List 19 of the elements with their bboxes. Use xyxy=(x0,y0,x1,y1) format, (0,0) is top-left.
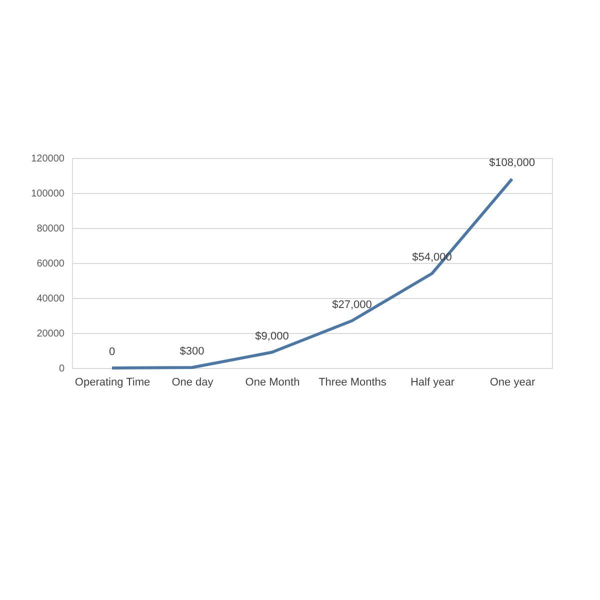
data-label: $108,000 xyxy=(489,157,535,169)
y-tick-label: 100000 xyxy=(31,188,65,200)
x-tick-label: Operating Time xyxy=(74,376,150,388)
y-tick-label: 120000 xyxy=(31,154,65,164)
x-tick-label: Three Months xyxy=(318,376,387,388)
data-label: 0 xyxy=(108,346,116,358)
x-tick-label: Half year xyxy=(410,376,455,388)
x-tick-label: One day xyxy=(172,376,214,388)
y-tick-label: 20000 xyxy=(36,328,65,340)
data-label: $27,000 xyxy=(332,298,372,311)
y-tick-label: 0 xyxy=(58,364,65,374)
y-tick-label: 80000 xyxy=(36,224,65,234)
x-tick-label: One year xyxy=(490,376,536,388)
x-tick-label: One Month xyxy=(245,376,300,388)
data-label: $300 xyxy=(180,345,204,358)
line-series xyxy=(110,178,514,370)
y-tick-label: 60000 xyxy=(36,258,65,270)
data-label: $9,000 xyxy=(255,330,289,342)
y-tick-label: 40000 xyxy=(36,294,65,304)
